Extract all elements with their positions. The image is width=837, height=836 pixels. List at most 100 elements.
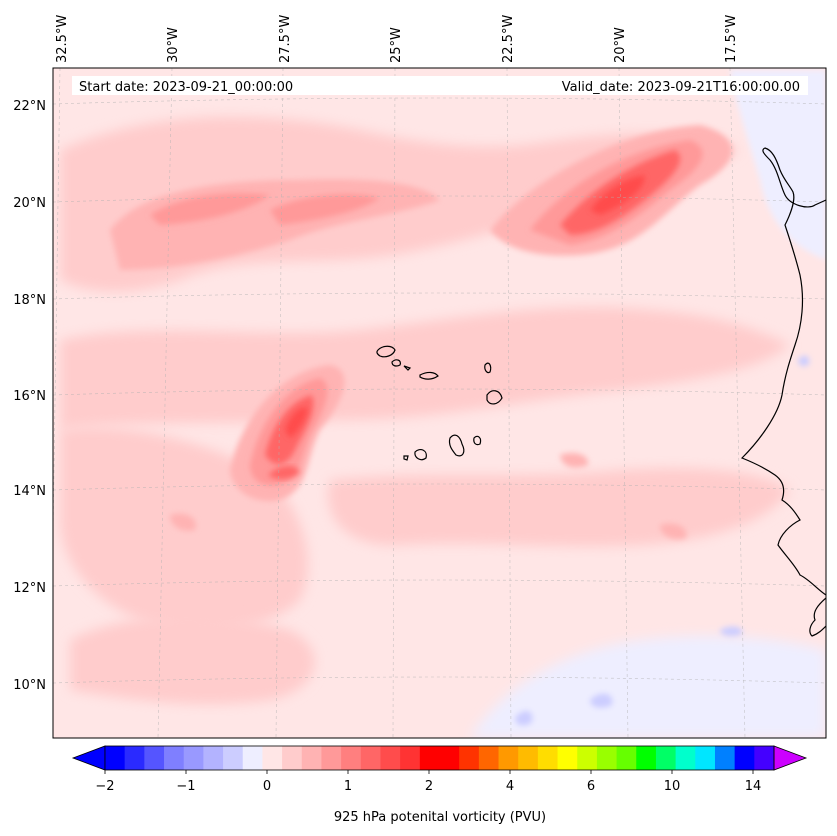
colorbar-segment	[518, 746, 539, 770]
colorbar-segment	[282, 746, 303, 770]
lat-label-20n: 20°N	[13, 196, 46, 211]
lat-label-18n: 18°N	[13, 293, 46, 308]
cb-label-m1: −1	[176, 779, 195, 794]
colorbar-segment	[360, 746, 382, 770]
parallel-12n	[53, 579, 826, 587]
island-maio	[486, 390, 503, 405]
colorbar-ticks	[104, 770, 754, 774]
map-frame	[52, 67, 827, 739]
parallel-20n	[53, 195, 826, 203]
lat-label-22n: 22°N	[13, 99, 46, 114]
pv-negative-spots	[515, 355, 810, 726]
start-date-label: Start date: 2023-09-21_00:00:00	[79, 80, 293, 95]
island-sal-line	[419, 371, 439, 380]
latitude-labels: 22°N 20°N 18°N 16°N 14°N 12°N 10°N	[13, 99, 46, 693]
pv-northwest-inner	[150, 193, 270, 225]
island-santiago	[448, 434, 465, 457]
parallel-18n	[53, 292, 826, 300]
cb-label-0: 0	[263, 779, 271, 794]
parallel-16n	[53, 388, 826, 396]
island-fogo	[473, 435, 482, 446]
colorbar-segment	[675, 746, 696, 770]
colorbar-segment	[596, 746, 618, 770]
pv-northeast-core	[590, 175, 645, 215]
meridian-30w	[157, 68, 173, 738]
cb-label-2: 2	[425, 779, 433, 794]
colorbar-segment	[301, 746, 323, 770]
pv-southwest-band	[70, 616, 315, 705]
cb-label-10: 10	[664, 779, 681, 794]
island-sao-vicente	[391, 359, 401, 367]
colorbar-segment	[557, 746, 578, 770]
colorbar-extend-max	[773, 745, 808, 771]
colorbar-segment	[439, 746, 460, 770]
lon-label-32-5w: 32.5°W	[55, 15, 70, 63]
colorbar-segment	[636, 746, 657, 770]
colorbar-segment	[695, 746, 716, 770]
cb-label-1: 1	[344, 779, 352, 794]
island-brava	[414, 448, 427, 461]
lat-label-14n: 14°N	[13, 484, 46, 499]
colorbar-segment	[183, 746, 204, 770]
colorbar-segment	[321, 746, 342, 770]
cb-label-4: 4	[506, 779, 514, 794]
longitude-labels: 32.5°W 30°W 27.5°W 25°W 22.5°W 20°W 17.5…	[55, 15, 739, 63]
header-background	[72, 76, 808, 95]
colorbar-segment	[203, 746, 224, 770]
colorbar-segment	[400, 746, 421, 770]
parallel-10n	[53, 676, 826, 684]
colorbar-segment	[478, 746, 500, 770]
island-small-west	[403, 455, 409, 461]
colorbar-segment	[577, 746, 598, 770]
pv-northwest-inner-2	[270, 194, 380, 225]
pv-central-core	[285, 407, 308, 438]
colorbar-extend-min	[71, 745, 106, 771]
meridian-27-5w	[275, 68, 284, 738]
africa-coast-south	[809, 597, 826, 637]
lon-label-25w: 25°W	[389, 27, 404, 63]
parallel-14n	[53, 483, 826, 491]
cb-label-14: 14	[745, 779, 762, 794]
colorbar-title: 925 hPa potenital vorticity (PVU)	[334, 810, 546, 825]
colorbar-segment	[144, 746, 165, 770]
colorbar-segments	[105, 746, 775, 770]
parallel-22n	[53, 97, 826, 105]
colorbar-segment	[419, 746, 441, 770]
colorbar-tick-labels: −2 −1 0 1 2 4 6 10 14	[95, 779, 761, 794]
pv-band-middle	[60, 307, 790, 430]
pv-negative-southeast	[470, 635, 826, 738]
colorbar-segment	[734, 746, 755, 770]
colorbar: −2 −1 0 1 2 4 6 10 14 925 hPa potenital …	[71, 745, 808, 825]
island-sao-nicolau	[403, 365, 412, 371]
colorbar-segment	[714, 746, 736, 770]
cb-label-m2: −2	[95, 779, 114, 794]
meridian-17-5w	[729, 68, 746, 738]
colorbar-segment	[655, 746, 677, 770]
lon-label-27-5w: 27.5°W	[278, 15, 293, 63]
island-santo-antao	[376, 345, 396, 358]
colorbar-segment	[498, 746, 519, 770]
colorbar-segment	[616, 746, 637, 770]
meridian-22-5w	[506, 68, 512, 738]
colorbar-outline	[104, 745, 775, 771]
colorbar-segment	[223, 746, 244, 770]
colorbar-segment	[380, 746, 401, 770]
coastlines	[376, 147, 826, 637]
lon-label-22-5w: 22.5°W	[501, 15, 516, 63]
colorbar-segment	[341, 746, 362, 770]
colorbar-segment	[105, 746, 126, 770]
colorbar-segment	[459, 746, 480, 770]
lat-label-12n: 12°N	[13, 581, 46, 596]
cb-label-6: 6	[587, 779, 595, 794]
lon-label-17-5w: 17.5°W	[724, 15, 739, 63]
colorbar-segment	[537, 746, 559, 770]
lat-label-10n: 10°N	[13, 678, 46, 693]
graticule	[53, 68, 826, 738]
pv-central-south	[268, 465, 300, 480]
africa-coastline	[740, 147, 826, 596]
colorbar-segment	[164, 746, 185, 770]
island-boa-vista	[484, 362, 492, 374]
lat-label-16n: 16°N	[13, 389, 46, 404]
valid-date-label: Valid_date: 2023-09-21T16:00:00.00	[562, 80, 800, 95]
